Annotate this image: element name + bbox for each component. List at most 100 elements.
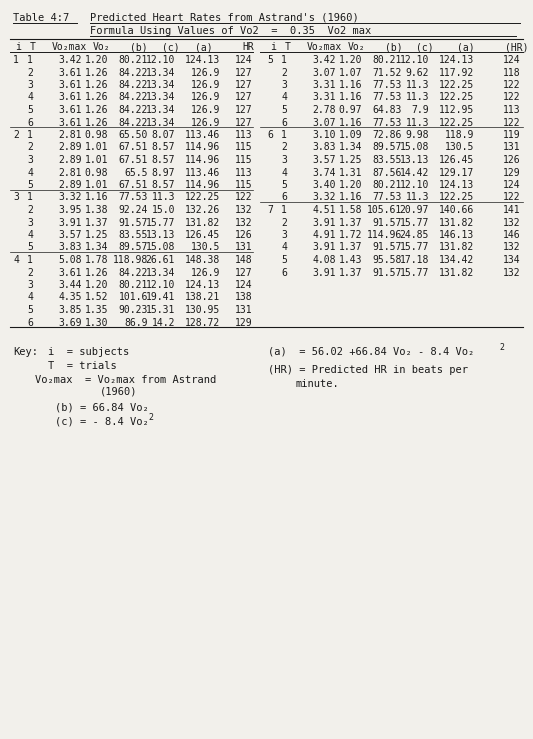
Text: Formula Using Values of Vo2  =  0.35  Vo2 max: Formula Using Values of Vo2 = 0.35 Vo2 m… (90, 26, 372, 36)
Text: 14.2: 14.2 (151, 318, 175, 327)
Text: 77.53: 77.53 (373, 80, 402, 90)
Text: 2: 2 (499, 343, 504, 352)
Text: 117.92: 117.92 (439, 67, 474, 78)
Text: 7: 7 (267, 205, 273, 215)
Text: 2.89: 2.89 (59, 155, 82, 165)
Text: 9.62: 9.62 (406, 67, 429, 78)
Text: 9.98: 9.98 (406, 130, 429, 140)
Text: 4: 4 (27, 293, 33, 302)
Text: 4.91: 4.91 (312, 230, 336, 240)
Text: 17.18: 17.18 (400, 255, 429, 265)
Text: (c): (c) (416, 42, 434, 52)
Text: 2.89: 2.89 (59, 143, 82, 152)
Text: 122.25: 122.25 (439, 80, 474, 90)
Text: 3.57: 3.57 (59, 230, 82, 240)
Text: (b): (b) (385, 42, 402, 52)
Text: 2.78: 2.78 (312, 105, 336, 115)
Text: 3.91: 3.91 (312, 217, 336, 228)
Text: 4.51: 4.51 (312, 205, 336, 215)
Text: 83.55: 83.55 (373, 155, 402, 165)
Text: (b) = 66.84 Vo₂: (b) = 66.84 Vo₂ (55, 402, 149, 412)
Text: 3.61: 3.61 (59, 80, 82, 90)
Text: 89.57: 89.57 (373, 143, 402, 152)
Text: 1.20: 1.20 (338, 55, 362, 65)
Text: 11.3: 11.3 (406, 92, 429, 103)
Text: 1.37: 1.37 (338, 268, 362, 278)
Text: 3.32: 3.32 (312, 192, 336, 202)
Text: i: i (15, 42, 21, 52)
Text: 3.91: 3.91 (312, 242, 336, 253)
Text: 84.22: 84.22 (119, 80, 148, 90)
Text: 126: 126 (235, 230, 252, 240)
Text: 128.72: 128.72 (185, 318, 220, 327)
Text: 0.98: 0.98 (85, 130, 108, 140)
Text: 132.26: 132.26 (185, 205, 220, 215)
Text: 15.08: 15.08 (146, 242, 175, 253)
Text: 13.34: 13.34 (146, 92, 175, 103)
Text: 3.57: 3.57 (312, 155, 336, 165)
Text: 11.3: 11.3 (406, 80, 429, 90)
Text: 6: 6 (27, 118, 33, 128)
Text: 112.95: 112.95 (439, 105, 474, 115)
Text: 89.57: 89.57 (119, 242, 148, 253)
Text: 80.21: 80.21 (373, 180, 402, 190)
Text: 134.42: 134.42 (439, 255, 474, 265)
Text: 113: 113 (235, 130, 252, 140)
Text: 2: 2 (27, 268, 33, 278)
Text: 1.01: 1.01 (85, 155, 108, 165)
Text: 4: 4 (281, 242, 287, 253)
Text: 3: 3 (13, 192, 19, 202)
Text: 126.9: 126.9 (191, 105, 220, 115)
Text: 6: 6 (281, 192, 287, 202)
Text: 131.82: 131.82 (439, 242, 474, 253)
Text: 5: 5 (281, 105, 287, 115)
Text: 124.13: 124.13 (439, 180, 474, 190)
Text: 1.34: 1.34 (338, 143, 362, 152)
Text: Vo₂max  = Vo₂max from Astrand: Vo₂max = Vo₂max from Astrand (35, 375, 216, 385)
Text: Vo₂: Vo₂ (93, 42, 111, 52)
Text: 3.44: 3.44 (59, 280, 82, 290)
Text: 1.37: 1.37 (338, 217, 362, 228)
Text: 119: 119 (503, 130, 520, 140)
Text: Table 4:7: Table 4:7 (13, 13, 69, 23)
Text: 0.97: 0.97 (338, 105, 362, 115)
Text: 86.9: 86.9 (125, 318, 148, 327)
Text: Key:: Key: (13, 347, 38, 357)
Text: 1: 1 (281, 205, 287, 215)
Text: 1.52: 1.52 (85, 293, 108, 302)
Text: 3.91: 3.91 (59, 217, 82, 228)
Text: 3.83: 3.83 (59, 242, 82, 253)
Text: 64.83: 64.83 (373, 105, 402, 115)
Text: 3.32: 3.32 (59, 192, 82, 202)
Text: 5: 5 (281, 255, 287, 265)
Text: (HR) = Predicted HR in beats per: (HR) = Predicted HR in beats per (268, 365, 468, 375)
Text: 132: 132 (503, 268, 520, 278)
Text: 3: 3 (27, 155, 33, 165)
Text: 1.26: 1.26 (85, 67, 108, 78)
Text: 12.10: 12.10 (400, 180, 429, 190)
Text: 8.57: 8.57 (151, 143, 175, 152)
Text: 127: 127 (235, 80, 252, 90)
Text: 80.21: 80.21 (119, 280, 148, 290)
Text: 131.82: 131.82 (439, 268, 474, 278)
Text: 122: 122 (503, 80, 520, 90)
Text: 122.25: 122.25 (439, 118, 474, 128)
Text: 20.97: 20.97 (400, 205, 429, 215)
Text: 8.57: 8.57 (151, 155, 175, 165)
Text: 4.35: 4.35 (59, 293, 82, 302)
Text: 3: 3 (27, 280, 33, 290)
Text: 118: 118 (503, 67, 520, 78)
Text: (a)  = 56.02 +66.84 Vo₂ - 8.4 Vo₂: (a) = 56.02 +66.84 Vo₂ - 8.4 Vo₂ (268, 347, 474, 357)
Text: 126.9: 126.9 (191, 92, 220, 103)
Text: 130.5: 130.5 (445, 143, 474, 152)
Text: 3: 3 (27, 80, 33, 90)
Text: Vo₂max: Vo₂max (307, 42, 342, 52)
Text: 126.45: 126.45 (439, 155, 474, 165)
Text: 1.16: 1.16 (338, 192, 362, 202)
Text: 148.38: 148.38 (185, 255, 220, 265)
Text: 3.31: 3.31 (312, 92, 336, 103)
Text: 1.26: 1.26 (85, 118, 108, 128)
Text: 2: 2 (148, 413, 153, 422)
Text: 113: 113 (235, 168, 252, 177)
Text: 1: 1 (27, 255, 33, 265)
